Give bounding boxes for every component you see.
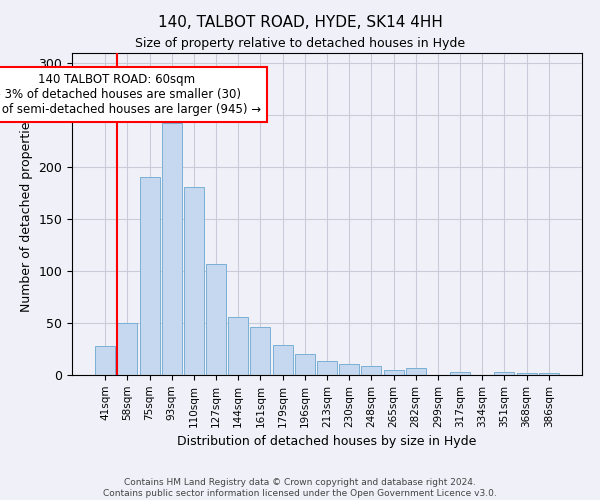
Bar	[250, 327, 271, 375]
Bar	[383, 370, 404, 375]
Bar	[339, 364, 359, 375]
Text: Contains HM Land Registry data © Crown copyright and database right 2024.
Contai: Contains HM Land Registry data © Crown c…	[103, 478, 497, 498]
Bar	[228, 316, 248, 375]
Bar	[140, 178, 160, 375]
Text: Size of property relative to detached houses in Hyde: Size of property relative to detached ho…	[135, 38, 465, 51]
Bar	[162, 123, 182, 375]
Bar	[539, 373, 559, 375]
X-axis label: Distribution of detached houses by size in Hyde: Distribution of detached houses by size …	[178, 435, 476, 448]
Bar	[517, 373, 536, 375]
Bar	[295, 354, 315, 375]
Y-axis label: Number of detached properties: Number of detached properties	[20, 116, 33, 312]
Bar	[118, 323, 137, 375]
Bar	[206, 264, 226, 375]
Text: 140, TALBOT ROAD, HYDE, SK14 4HH: 140, TALBOT ROAD, HYDE, SK14 4HH	[158, 15, 442, 30]
Bar	[95, 346, 115, 375]
Bar	[450, 372, 470, 375]
Bar	[406, 368, 426, 375]
Bar	[361, 366, 382, 375]
Bar	[494, 372, 514, 375]
Bar	[317, 362, 337, 375]
Bar	[184, 186, 204, 375]
Bar	[272, 345, 293, 375]
Text: 140 TALBOT ROAD: 60sqm
← 3% of detached houses are smaller (30)
97% of semi-deta: 140 TALBOT ROAD: 60sqm ← 3% of detached …	[0, 74, 261, 116]
